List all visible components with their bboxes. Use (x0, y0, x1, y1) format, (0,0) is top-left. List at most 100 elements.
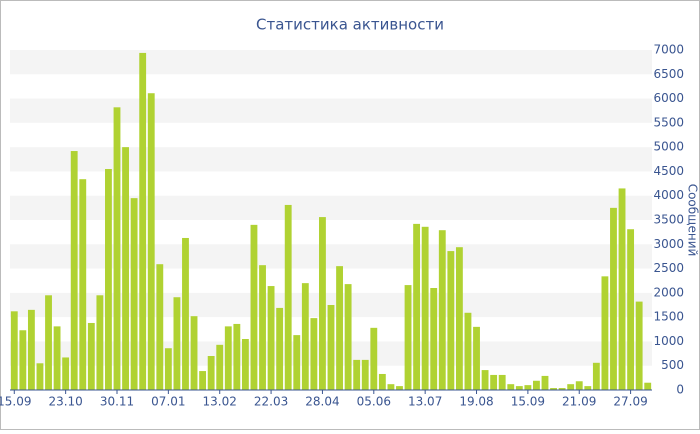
bar (276, 307, 284, 390)
grid-band (10, 50, 652, 75)
bar (592, 362, 600, 390)
chart-title: Статистика активности (256, 16, 444, 34)
x-tick-label: 19.08 (459, 395, 493, 409)
bar (464, 312, 472, 390)
bar (147, 93, 155, 390)
bar (250, 224, 258, 390)
y-axis-label: Сообщений (686, 184, 700, 257)
x-tick-label: 22.03 (254, 395, 288, 409)
bar (404, 285, 412, 390)
bar (216, 344, 224, 390)
bar (319, 217, 326, 390)
y-tick-label: 3500 (653, 213, 684, 227)
bar (387, 384, 395, 390)
bar (455, 247, 463, 390)
bar (105, 169, 112, 390)
bar (27, 309, 35, 390)
x-tick-label: 15.09 (0, 395, 31, 409)
x-tick-label: 21.09 (562, 395, 596, 409)
bar (447, 251, 455, 390)
bar (156, 264, 164, 390)
y-tick-label: 6000 (653, 91, 684, 105)
y-tick-label: 4500 (653, 164, 684, 178)
bar (19, 330, 27, 390)
bar (190, 316, 198, 390)
bar (550, 388, 557, 390)
bar (610, 207, 617, 390)
bar (310, 318, 318, 390)
bar (524, 385, 532, 390)
bar (430, 288, 438, 390)
y-tick-label: 0 (676, 383, 684, 397)
x-tick-label: 07.01 (151, 395, 185, 409)
bar (584, 386, 592, 390)
bar (233, 323, 241, 390)
bar (618, 188, 626, 390)
y-tick-label: 7000 (653, 43, 684, 57)
y-tick-label: 500 (661, 358, 684, 372)
bar (164, 348, 172, 390)
x-tick-label: 13.07 (408, 395, 442, 409)
bar (507, 384, 515, 390)
bar (627, 229, 635, 390)
bar (378, 373, 386, 390)
bar (130, 198, 138, 390)
bar (207, 356, 215, 390)
bar (344, 284, 352, 390)
bar (353, 359, 361, 390)
bar (45, 295, 52, 390)
bar (53, 326, 61, 390)
y-tick-label: 5000 (653, 140, 684, 154)
bar (139, 52, 147, 391)
bar (396, 386, 403, 390)
bar (336, 266, 343, 390)
y-tick-label: 2500 (653, 261, 684, 275)
bar (490, 374, 498, 390)
grid-band (10, 147, 652, 172)
bar (481, 370, 489, 390)
bar (473, 326, 480, 390)
bar (361, 359, 369, 390)
bar (644, 382, 652, 390)
bar (498, 374, 506, 390)
bar (635, 301, 643, 390)
bar (122, 147, 129, 390)
y-tick-label: 1500 (653, 310, 684, 324)
bar (79, 179, 87, 390)
bar (438, 230, 446, 390)
y-tick-label: 4000 (653, 188, 684, 202)
bar (259, 265, 266, 390)
bar (413, 223, 421, 390)
bar (267, 286, 275, 390)
y-tick-label: 3000 (653, 237, 684, 251)
bar (421, 226, 429, 390)
bar (224, 326, 232, 390)
x-tick-label: 23.10 (48, 395, 82, 409)
bar (70, 151, 78, 390)
bar (541, 375, 549, 390)
y-tick-label: 6500 (653, 67, 684, 81)
y-tick-label: 2000 (653, 285, 684, 299)
bar (515, 386, 523, 390)
bar (182, 237, 189, 390)
y-tick-label: 1000 (653, 334, 684, 348)
bar (113, 107, 121, 391)
x-tick-label: 13.02 (203, 395, 237, 409)
bar (567, 384, 575, 390)
bar (575, 381, 583, 390)
bar (87, 322, 95, 390)
bar (241, 339, 249, 390)
x-tick-label: 28.04 (305, 395, 339, 409)
bar (199, 371, 207, 390)
x-tick-label: 05.06 (357, 395, 391, 409)
y-tick-label: 5500 (653, 115, 684, 129)
x-tick-label: 15.09 (511, 395, 545, 409)
bar (10, 311, 18, 390)
bar (533, 380, 540, 390)
bar (293, 335, 301, 390)
x-tick-label: 27.09 (613, 395, 647, 409)
bar (558, 388, 566, 390)
bar (301, 283, 309, 390)
bar (36, 363, 44, 390)
grid-band (10, 98, 652, 123)
